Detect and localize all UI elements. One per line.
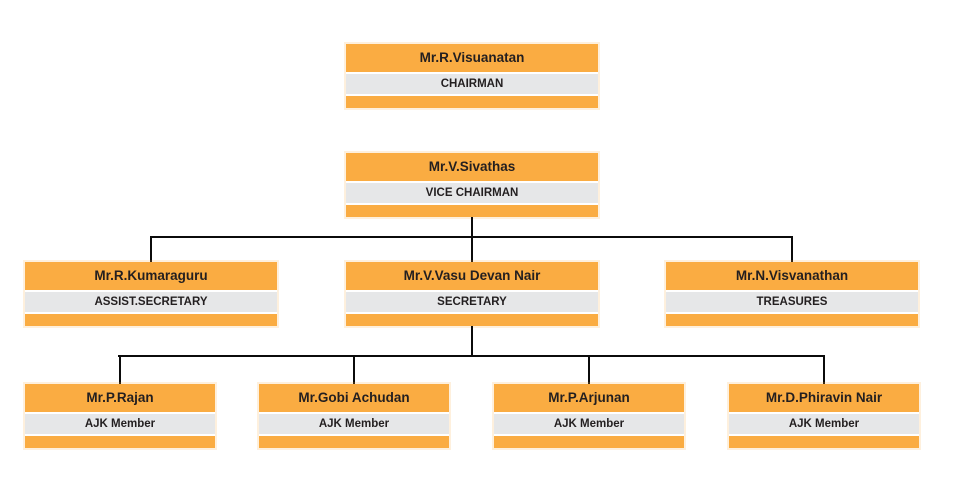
- ajk-member-2-footer-bar: [259, 436, 449, 448]
- ajk-member-3-name: Mr.P.Arjunan: [494, 384, 684, 412]
- org-node-vice-chairman: Mr.V.Sivathas VICE CHAIRMAN: [346, 153, 598, 217]
- ajk-member-3-footer-bar: [494, 436, 684, 448]
- connector-drop-member-4: [823, 355, 825, 384]
- org-node-ajk-member-2: Mr.Gobi Achudan AJK Member: [259, 384, 449, 448]
- treasures-title: TREASURES: [666, 292, 918, 312]
- org-node-ajk-member-4: Mr.D.Phiravin Nair AJK Member: [729, 384, 919, 448]
- ajk-member-1-title: AJK Member: [25, 414, 215, 434]
- secretary-title: SECRETARY: [346, 292, 598, 312]
- org-node-ajk-member-3: Mr.P.Arjunan AJK Member: [494, 384, 684, 448]
- ajk-member-1-name: Mr.P.Rajan: [25, 384, 215, 412]
- connector-vc-stem: [471, 217, 473, 238]
- connector-secretary-stem: [471, 326, 473, 357]
- secretary-name: Mr.V.Vasu Devan Nair: [346, 262, 598, 290]
- treasures-name: Mr.N.Visvanathan: [666, 262, 918, 290]
- vice-chairman-footer-bar: [346, 205, 598, 217]
- connector-drop-secretary: [471, 236, 473, 262]
- ajk-member-3-title: AJK Member: [494, 414, 684, 434]
- ajk-member-2-name: Mr.Gobi Achudan: [259, 384, 449, 412]
- assist-secretary-footer-bar: [25, 314, 277, 326]
- connector-drop-member-2: [353, 355, 355, 384]
- ajk-member-2-title: AJK Member: [259, 414, 449, 434]
- connector-secretary-hbar: [118, 355, 825, 357]
- treasures-footer-bar: [666, 314, 918, 326]
- ajk-member-4-footer-bar: [729, 436, 919, 448]
- ajk-member-1-footer-bar: [25, 436, 215, 448]
- vice-chairman-title: VICE CHAIRMAN: [346, 183, 598, 203]
- secretary-footer-bar: [346, 314, 598, 326]
- chairman-footer-bar: [346, 96, 598, 108]
- org-node-chairman: Mr.R.Visuanatan CHAIRMAN: [346, 44, 598, 108]
- org-node-secretary: Mr.V.Vasu Devan Nair SECRETARY: [346, 262, 598, 326]
- chairman-name: Mr.R.Visuanatan: [346, 44, 598, 72]
- vice-chairman-name: Mr.V.Sivathas: [346, 153, 598, 181]
- org-node-assist-secretary: Mr.R.Kumaraguru ASSIST.SECRETARY: [25, 262, 277, 326]
- org-node-ajk-member-1: Mr.P.Rajan AJK Member: [25, 384, 215, 448]
- connector-drop-member-1: [119, 355, 121, 384]
- connector-drop-assist-secretary: [150, 236, 152, 262]
- chairman-title: CHAIRMAN: [346, 74, 598, 94]
- assist-secretary-title: ASSIST.SECRETARY: [25, 292, 277, 312]
- assist-secretary-name: Mr.R.Kumaraguru: [25, 262, 277, 290]
- ajk-member-4-name: Mr.D.Phiravin Nair: [729, 384, 919, 412]
- connector-drop-member-3: [588, 355, 590, 384]
- org-node-treasures: Mr.N.Visvanathan TREASURES: [666, 262, 918, 326]
- connector-drop-treasures: [791, 236, 793, 262]
- ajk-member-4-title: AJK Member: [729, 414, 919, 434]
